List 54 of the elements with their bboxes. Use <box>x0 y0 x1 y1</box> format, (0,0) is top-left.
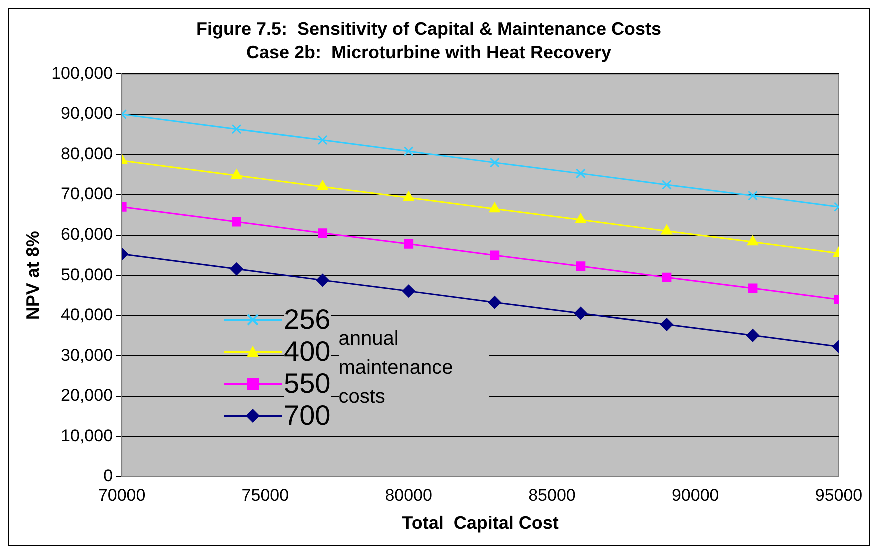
legend-label: 550 <box>284 368 331 399</box>
x-tick-label: 70000 <box>98 486 146 505</box>
y-tick-label: 60,000 <box>61 225 114 244</box>
legend-label: 256 <box>284 304 331 335</box>
point <box>576 262 586 272</box>
x-tick-label: 80000 <box>385 486 432 505</box>
x-tick-label: 85000 <box>528 486 576 505</box>
point <box>402 284 416 298</box>
point <box>662 180 672 190</box>
point <box>231 169 242 180</box>
y-tick-label: 80,000 <box>61 144 114 164</box>
legend-label: 700 <box>284 400 331 431</box>
y-tick-label: 20,000 <box>61 386 114 406</box>
chart-title: Figure 7.5: Sensitivity of Capital & Maintenance Costs <box>196 18 662 39</box>
point <box>232 217 242 227</box>
y-tick-label: 0 <box>104 466 114 486</box>
chart-subtitle: Case 2b: Microturbine with Heat Recovery <box>246 42 612 62</box>
point <box>317 180 328 190</box>
point <box>746 329 760 342</box>
point <box>575 214 587 224</box>
point <box>404 239 414 249</box>
point <box>489 202 501 213</box>
point <box>747 236 759 246</box>
y-tick-label: 90,000 <box>61 104 114 124</box>
legend-label: 400 <box>284 336 331 367</box>
y-tick-label: 70,000 <box>61 184 114 204</box>
point <box>230 262 244 276</box>
point <box>490 158 500 168</box>
point <box>576 168 586 179</box>
y-tick-label: 10,000 <box>61 426 114 446</box>
legend-title: annual maintenance costs <box>338 324 489 412</box>
point <box>662 272 672 282</box>
point <box>318 228 328 238</box>
x-axis-title: Total Capital Cost <box>402 513 559 534</box>
point <box>232 124 242 134</box>
y-tick-label: 50,000 <box>61 265 114 284</box>
point <box>660 318 674 332</box>
y-tick-label: 40,000 <box>61 306 114 325</box>
x-tick-label: 90000 <box>672 486 720 505</box>
point <box>316 274 330 287</box>
y-axis-title: NPV at 8% <box>22 231 43 320</box>
point <box>488 296 502 310</box>
point <box>661 224 673 235</box>
point <box>404 146 414 157</box>
point <box>574 306 588 320</box>
point <box>748 190 758 201</box>
y-tick-label: 30,000 <box>61 346 114 365</box>
x-tick-label: 75000 <box>242 486 290 505</box>
point <box>318 135 328 146</box>
x-tick-label: 95000 <box>815 486 863 505</box>
point <box>490 250 500 260</box>
y-tick-label: 100,000 <box>52 64 114 83</box>
point <box>748 284 758 294</box>
point <box>403 191 415 202</box>
